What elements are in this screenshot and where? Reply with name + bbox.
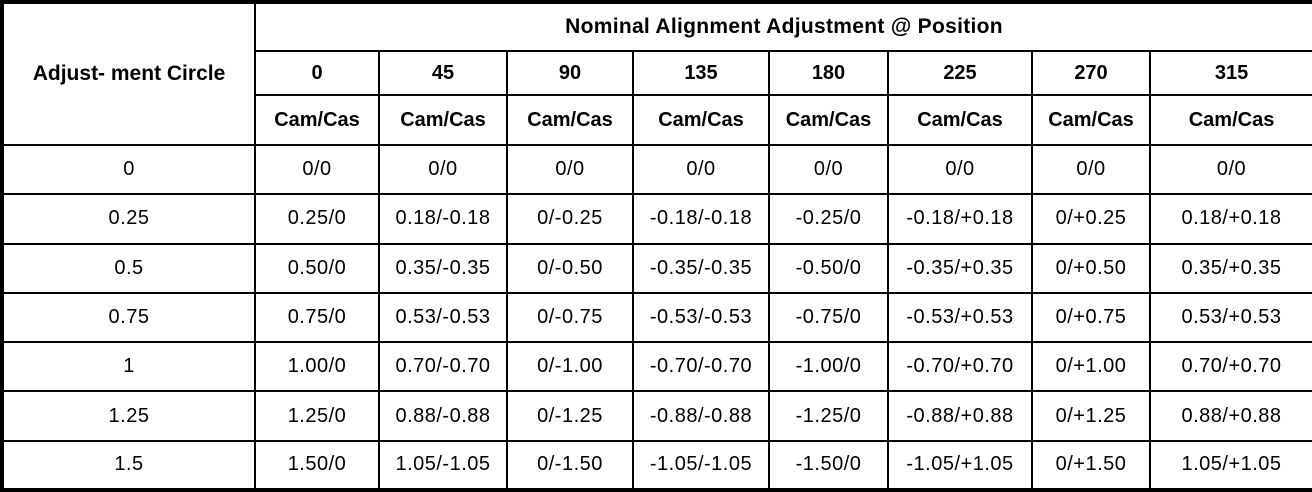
unit-header-180: Cam/Cas bbox=[768, 94, 889, 146]
data-cell: 0/-1.25 bbox=[506, 390, 634, 442]
data-cell: -0.18/+0.18 bbox=[887, 193, 1033, 245]
data-cell: -0.88/+0.88 bbox=[887, 390, 1033, 442]
row-header: 0.5 bbox=[1, 242, 256, 294]
data-cell: 0/0 bbox=[1148, 143, 1312, 196]
data-cell: -0.35/-0.35 bbox=[632, 242, 770, 294]
position-header-90: 90 bbox=[506, 50, 634, 96]
position-header-270: 270 bbox=[1031, 50, 1151, 96]
data-cell: 0.88/-0.88 bbox=[378, 390, 508, 442]
data-cell: 0/+1.00 bbox=[1031, 341, 1151, 393]
data-cell: 0.75/0 bbox=[254, 291, 380, 344]
table-row-circle-0.5: 0.5 0.50/0 0.35/-0.35 0/-0.50 -0.35/-0.3… bbox=[1, 242, 1312, 294]
data-cell: 0/-0.50 bbox=[506, 242, 634, 294]
data-cell: 0.70/+0.70 bbox=[1148, 341, 1312, 393]
data-cell: 0/+0.75 bbox=[1031, 291, 1151, 344]
data-cell: -1.25/0 bbox=[768, 390, 889, 442]
data-cell: 1.05/-1.05 bbox=[378, 439, 508, 492]
data-cell: 0/0 bbox=[506, 143, 634, 196]
data-cell: 0/0 bbox=[768, 143, 889, 196]
position-header-135: 135 bbox=[632, 50, 770, 96]
unit-header-row: Cam/Cas Cam/Cas Cam/Cas Cam/Cas Cam/Cas … bbox=[2, 94, 1312, 146]
data-cell: -1.50/0 bbox=[768, 439, 889, 492]
table-row-circle-1: 1 1.00/0 0.70/-0.70 0/-1.00 -0.70/-0.70 … bbox=[1, 341, 1312, 393]
data-cell: -0.50/0 bbox=[768, 242, 889, 294]
data-cell: 0/0 bbox=[887, 143, 1033, 196]
data-cell: 0.53/-0.53 bbox=[378, 291, 508, 344]
data-cell: 0/0 bbox=[378, 143, 508, 196]
data-cell: 0.50/0 bbox=[254, 242, 380, 294]
table-row-circle-1.25: 1.25 1.25/0 0.88/-0.88 0/-1.25 -0.88/-0.… bbox=[1, 390, 1312, 442]
table-row-circle-1.5: 1.5 1.50/0 1.05/-1.05 0/-1.50 -1.05/-1.0… bbox=[1, 439, 1312, 492]
data-cell: 1.25/0 bbox=[254, 390, 380, 442]
corner-header-adjustment-circle: Adjust- ment Circle bbox=[1, 1, 256, 146]
table-row-circle-0.75: 0.75 0.75/0 0.53/-0.53 0/-0.75 -0.53/-0.… bbox=[1, 291, 1312, 344]
row-header: 1.25 bbox=[1, 390, 256, 442]
unit-header-45: Cam/Cas bbox=[378, 94, 508, 146]
data-cell: -0.25/0 bbox=[768, 193, 889, 245]
position-header-45: 45 bbox=[378, 50, 508, 96]
data-cell: 0/+0.25 bbox=[1031, 193, 1151, 245]
data-cell: 0.18/-0.18 bbox=[378, 193, 508, 245]
data-cell: -0.75/0 bbox=[768, 291, 889, 344]
position-header-225: 225 bbox=[887, 50, 1033, 96]
unit-header-135: Cam/Cas bbox=[632, 94, 770, 146]
data-cell: 1.00/0 bbox=[254, 341, 380, 393]
row-header: 0.75 bbox=[1, 291, 256, 344]
data-cell: 0/0 bbox=[254, 143, 380, 196]
data-cell: -1.05/-1.05 bbox=[632, 439, 770, 492]
data-cell: 0/-0.75 bbox=[506, 291, 634, 344]
data-cell: -0.35/+0.35 bbox=[887, 242, 1033, 294]
data-cell: 0.53/+0.53 bbox=[1148, 291, 1312, 344]
row-header: 0.25 bbox=[1, 193, 256, 245]
position-header-180: 180 bbox=[768, 50, 889, 96]
unit-header-315: Cam/Cas bbox=[1148, 94, 1312, 146]
data-cell: 0.35/+0.35 bbox=[1148, 242, 1312, 294]
data-cell: 0/-1.50 bbox=[506, 439, 634, 492]
data-cell: 0.35/-0.35 bbox=[378, 242, 508, 294]
data-cell: 0/+0.50 bbox=[1031, 242, 1151, 294]
data-cell: -0.70/+0.70 bbox=[887, 341, 1033, 393]
table-row-circle-0.25: 0.25 0.25/0 0.18/-0.18 0/-0.25 -0.18/-0.… bbox=[1, 193, 1312, 245]
data-cell: 0/-1.00 bbox=[506, 341, 634, 393]
data-cell: -0.53/+0.53 bbox=[887, 291, 1033, 344]
data-cell: -0.88/-0.88 bbox=[632, 390, 770, 442]
data-cell: -0.70/-0.70 bbox=[632, 341, 770, 393]
position-header-315: 315 bbox=[1148, 50, 1312, 96]
position-header-row: 0 45 90 135 180 225 270 315 bbox=[2, 50, 1312, 96]
data-cell: 0/0 bbox=[1031, 143, 1151, 196]
data-cell: 0/0 bbox=[632, 143, 770, 196]
data-cell: 0.88/+0.88 bbox=[1148, 390, 1312, 442]
group-header-nominal-alignment: Nominal Alignment Adjustment @ Position bbox=[253, 1, 1312, 52]
data-cell: -0.18/-0.18 bbox=[632, 193, 770, 245]
unit-header-225: Cam/Cas bbox=[887, 94, 1033, 146]
data-cell: 0/+1.50 bbox=[1031, 439, 1151, 492]
position-header-0: 0 bbox=[254, 50, 380, 96]
data-cell: -0.53/-0.53 bbox=[632, 291, 770, 344]
table-row-circle-0: 0 0/0 0/0 0/0 0/0 0/0 0/0 0/0 0/0 bbox=[1, 143, 1312, 196]
row-header: 0 bbox=[1, 143, 256, 196]
data-cell: 0/-0.25 bbox=[506, 193, 634, 245]
data-cell: 1.50/0 bbox=[254, 439, 380, 492]
group-header-row: Adjust- ment Circle Nominal Alignment Ad… bbox=[1, 1, 1312, 146]
data-cell: 1.05/+1.05 bbox=[1148, 439, 1312, 492]
data-cell: 0.70/-0.70 bbox=[378, 341, 508, 393]
unit-header-0: Cam/Cas bbox=[254, 94, 380, 146]
data-cell: 0.25/0 bbox=[254, 193, 380, 245]
row-header: 1.5 bbox=[1, 439, 256, 492]
unit-header-270: Cam/Cas bbox=[1031, 94, 1151, 146]
row-header: 1 bbox=[1, 341, 256, 393]
data-cell: -1.00/0 bbox=[768, 341, 889, 393]
data-cell: 0/+1.25 bbox=[1031, 390, 1151, 442]
unit-header-90: Cam/Cas bbox=[506, 94, 634, 146]
data-cell: -1.05/+1.05 bbox=[887, 439, 1033, 492]
data-cell: 0.18/+0.18 bbox=[1148, 193, 1312, 245]
